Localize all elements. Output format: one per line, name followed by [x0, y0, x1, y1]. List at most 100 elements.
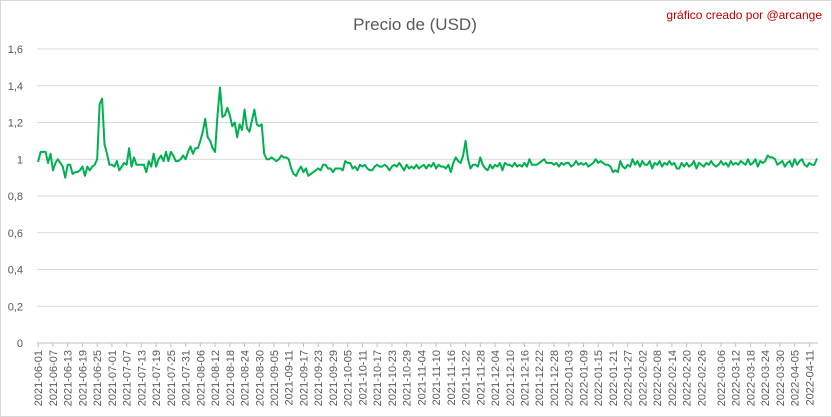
data-point [251, 119, 253, 122]
data-point [555, 162, 558, 164]
data-point [634, 163, 636, 166]
data-point [179, 158, 182, 161]
data-point [528, 158, 531, 161]
data-point [228, 114, 231, 117]
x-tick-label: 2021-07-01 [107, 350, 119, 406]
data-point [538, 162, 541, 164]
data-point [592, 162, 595, 164]
x-tick-label: 2022-02-20 [682, 350, 694, 406]
data-point [223, 114, 226, 117]
data-point [199, 139, 202, 142]
data-point [76, 171, 79, 174]
data-point [489, 163, 492, 166]
data-point [486, 169, 489, 172]
data-point [683, 165, 686, 168]
x-tick-label: 2021-09-17 [298, 350, 310, 406]
data-point [808, 162, 811, 164]
data-point [334, 167, 337, 170]
data-point [184, 158, 187, 161]
data-point [545, 162, 548, 164]
data-point [619, 160, 622, 162]
data-point [351, 167, 354, 170]
data-point [44, 151, 47, 153]
data-point [462, 154, 465, 157]
x-tick-label: 2022-01-03 [564, 350, 576, 406]
data-point [297, 169, 300, 172]
data-point [169, 151, 172, 153]
data-point [196, 147, 199, 150]
data-point [651, 167, 654, 170]
data-point [368, 169, 371, 172]
data-point [172, 154, 175, 157]
data-point [69, 163, 72, 166]
data-point [390, 165, 393, 168]
data-point [457, 160, 460, 162]
data-point [707, 163, 710, 166]
data-point [79, 169, 81, 172]
data-point [142, 163, 145, 166]
data-point [616, 171, 619, 174]
data-point [621, 165, 624, 168]
data-point [774, 158, 776, 161]
data-point [388, 169, 391, 172]
data-point [769, 156, 772, 159]
data-point [398, 162, 401, 164]
data-point [123, 162, 126, 164]
data-point [685, 162, 688, 164]
data-point [629, 165, 632, 168]
data-point [64, 176, 67, 179]
x-tick-label: 2022-03-24 [760, 350, 772, 406]
data-point [327, 167, 329, 170]
data-point [133, 156, 135, 159]
data-point [565, 162, 568, 164]
x-tick-label: 2021-07-31 [181, 350, 193, 406]
data-point [83, 174, 86, 177]
data-point [373, 165, 376, 168]
data-point [803, 163, 806, 166]
data-point [754, 158, 757, 161]
x-tick-label: 2022-02-08 [652, 350, 664, 406]
data-point [550, 162, 553, 164]
data-point [646, 163, 649, 166]
data-point [663, 162, 666, 164]
x-tick-label: 2021-09-23 [313, 350, 325, 406]
data-point [722, 163, 725, 166]
data-point [39, 151, 42, 153]
y-tick-label: 0 [17, 338, 23, 350]
data-point [668, 160, 671, 162]
y-tick-label: 1,4 [8, 81, 23, 93]
data-point [791, 165, 794, 168]
data-point [88, 169, 91, 172]
chart-credit: gráfico creado por @arcange [666, 8, 822, 22]
data-point [776, 163, 779, 166]
data-point [447, 163, 450, 166]
data-point [49, 152, 52, 155]
data-point [688, 165, 690, 168]
data-point [518, 163, 521, 166]
data-point [484, 167, 487, 170]
x-tick-label: 2022-04-05 [790, 350, 802, 406]
data-point [47, 162, 49, 164]
data-point [779, 162, 781, 164]
data-point [106, 152, 108, 155]
x-tick-label: 2021-06-25 [92, 350, 104, 406]
data-point [42, 151, 45, 153]
x-tick-label: 2021-10-17 [372, 350, 384, 406]
data-point [575, 160, 577, 162]
data-point [152, 152, 155, 155]
data-point [241, 128, 243, 131]
data-point [422, 163, 425, 166]
x-tick-label: 2021-08-12 [210, 350, 222, 406]
data-point [599, 160, 602, 162]
data-point [221, 116, 224, 118]
data-point [317, 167, 320, 170]
data-point [602, 162, 604, 164]
data-point [356, 169, 359, 172]
data-point [548, 162, 550, 164]
data-point [319, 169, 322, 172]
y-tick-label: 1,2 [8, 118, 23, 130]
data-point [705, 162, 708, 164]
data-point [265, 158, 268, 161]
data-point [300, 165, 302, 168]
data-point [246, 127, 248, 129]
